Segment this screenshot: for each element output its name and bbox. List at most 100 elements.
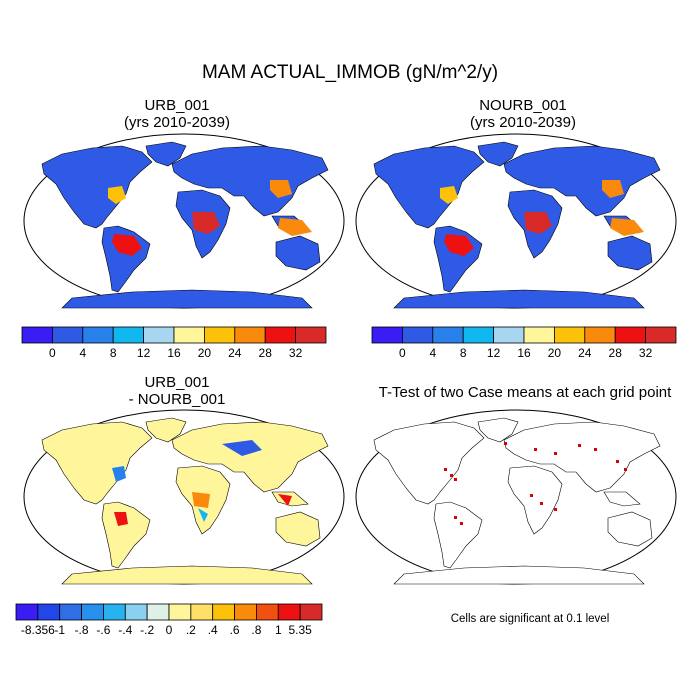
colorbar-swatch: [81, 603, 104, 621]
land-eurasia: [503, 421, 661, 493]
map-nourb: [355, 133, 677, 309]
colorbar-label: 8: [110, 346, 117, 360]
significant-cell: [504, 442, 507, 445]
colorbar-swatch: [432, 326, 464, 344]
land-se-asia: [603, 491, 641, 507]
colorbar-swatch: [523, 326, 555, 344]
colorbar-label: 0: [49, 346, 56, 360]
colorbar-label: 16: [167, 346, 181, 360]
colorbar-label: .8: [251, 623, 261, 637]
land-antarctica: [393, 565, 645, 585]
land-north-america: [373, 145, 485, 229]
diff-anomaly: [192, 492, 210, 508]
colorbar-label: -.2: [140, 623, 154, 637]
land-greenland: [477, 417, 519, 443]
panel-urb-subtitle: (yrs 2010-2039): [124, 114, 230, 131]
land-australia: [275, 235, 321, 271]
colorbar-swatch: [143, 326, 175, 344]
colorbar-label: 28: [259, 346, 273, 360]
colorbar-diff: -8.356 -1 -.8 -.6 -.4 -.2 0 .2 .4 .6 .8 1 5.35: [15, 603, 323, 637]
colorbar-label: 1: [275, 623, 282, 637]
land-australia: [607, 511, 653, 547]
significant-cell: [534, 448, 537, 451]
colorbar-swatch: [15, 603, 39, 621]
colorbar-swatch: [256, 603, 279, 621]
diff-anomaly: [198, 508, 208, 522]
significant-cell: [540, 502, 543, 505]
diff-anomaly: [222, 440, 262, 456]
colorbar-swatch: [553, 326, 586, 344]
map-ttest: [355, 409, 677, 585]
colorbar-label: 24: [228, 346, 242, 360]
colorbar-swatch: [112, 326, 144, 344]
colorbar-label: 28: [609, 346, 623, 360]
map-diff: [23, 409, 345, 585]
high-immob-central-africa: [524, 212, 552, 234]
colorbar-swatch: [52, 326, 84, 344]
significant-cell: [554, 452, 557, 455]
colorbar-swatch: [277, 603, 301, 621]
colorbar-label: .6: [230, 623, 240, 637]
colorbar-label: 32: [289, 346, 303, 360]
land-greenland: [145, 141, 187, 167]
land-antarctica: [61, 565, 313, 585]
colorbar-swatch: [645, 326, 677, 344]
significant-cell: [554, 508, 557, 511]
colorbar-swatch: [37, 603, 61, 621]
colorbar-swatch: [203, 326, 236, 344]
colorbar-label: -8.356: [21, 623, 55, 637]
panel-title-urb: URB_001 (yrs 2010-2039): [22, 97, 332, 131]
diff-anomaly: [112, 466, 126, 482]
colorbar-swatch: [59, 603, 82, 621]
high-immob-indonesia: [610, 218, 644, 236]
significant-cell: [530, 494, 533, 497]
high-immob-east-us: [440, 186, 458, 204]
colorbar-urb: 0 4 8 12 16 20 24 28 32: [21, 326, 327, 360]
panel-urb-title: URB_001: [144, 97, 210, 114]
colorbar-swatch: [146, 603, 170, 621]
land-africa: [507, 465, 563, 535]
colorbar-nourb: 0 4 8 12 16 20 24 28 32: [371, 326, 677, 360]
significant-cell: [594, 448, 597, 451]
colorbar-swatch: [614, 326, 646, 344]
colorbar-label: 0: [166, 623, 173, 637]
colorbar-swatch: [21, 326, 53, 344]
colorbar-swatch: [462, 326, 494, 344]
high-immob-indonesia: [278, 218, 312, 236]
colorbar-swatch: [168, 603, 192, 621]
colorbar-label: -.8: [75, 623, 89, 637]
significant-cell: [460, 522, 463, 525]
colorbar-swatch: [299, 603, 323, 621]
colorbar-label: -.4: [118, 623, 132, 637]
colorbar-label: 32: [639, 346, 653, 360]
colorbar-label: 12: [487, 346, 501, 360]
colorbar-label: 16: [517, 346, 531, 360]
high-immob-east-us: [108, 186, 126, 204]
colorbar-label: 8: [460, 346, 467, 360]
panel-title-ttest: T-Test of two Case means at each grid po…: [378, 384, 672, 401]
land-eurasia: [503, 145, 661, 217]
significant-cell: [616, 460, 619, 463]
land-eurasia: [171, 421, 329, 493]
colorbar-label: 0: [399, 346, 406, 360]
panel-title-diff: URB_001 - NOURB_001: [22, 374, 332, 408]
map-urb: [23, 133, 345, 309]
colorbar-label: 12: [137, 346, 151, 360]
panel-diff-subtitle: - NOURB_001: [128, 391, 226, 408]
panel-title-nourb: NOURB_001 (yrs 2010-2039): [368, 97, 678, 131]
colorbar-swatch: [190, 603, 214, 621]
high-immob-central-africa: [192, 212, 220, 234]
colorbar-swatch: [493, 326, 525, 344]
colorbar-label: 24: [578, 346, 592, 360]
colorbar-swatch: [295, 326, 327, 344]
land-south-america: [433, 501, 483, 569]
panel-nourb-title: NOURB_001: [479, 97, 567, 114]
colorbar-label: 20: [548, 346, 562, 360]
panel-nourb-subtitle: (yrs 2010-2039): [470, 114, 576, 131]
high-immob-east-asia: [602, 180, 624, 198]
colorbar-swatch: [82, 326, 114, 344]
diff-anomaly: [114, 512, 128, 526]
significance-note: Cells are significant at 0.1 level: [450, 613, 610, 625]
land-north-america: [41, 145, 153, 229]
land-greenland: [145, 417, 187, 443]
